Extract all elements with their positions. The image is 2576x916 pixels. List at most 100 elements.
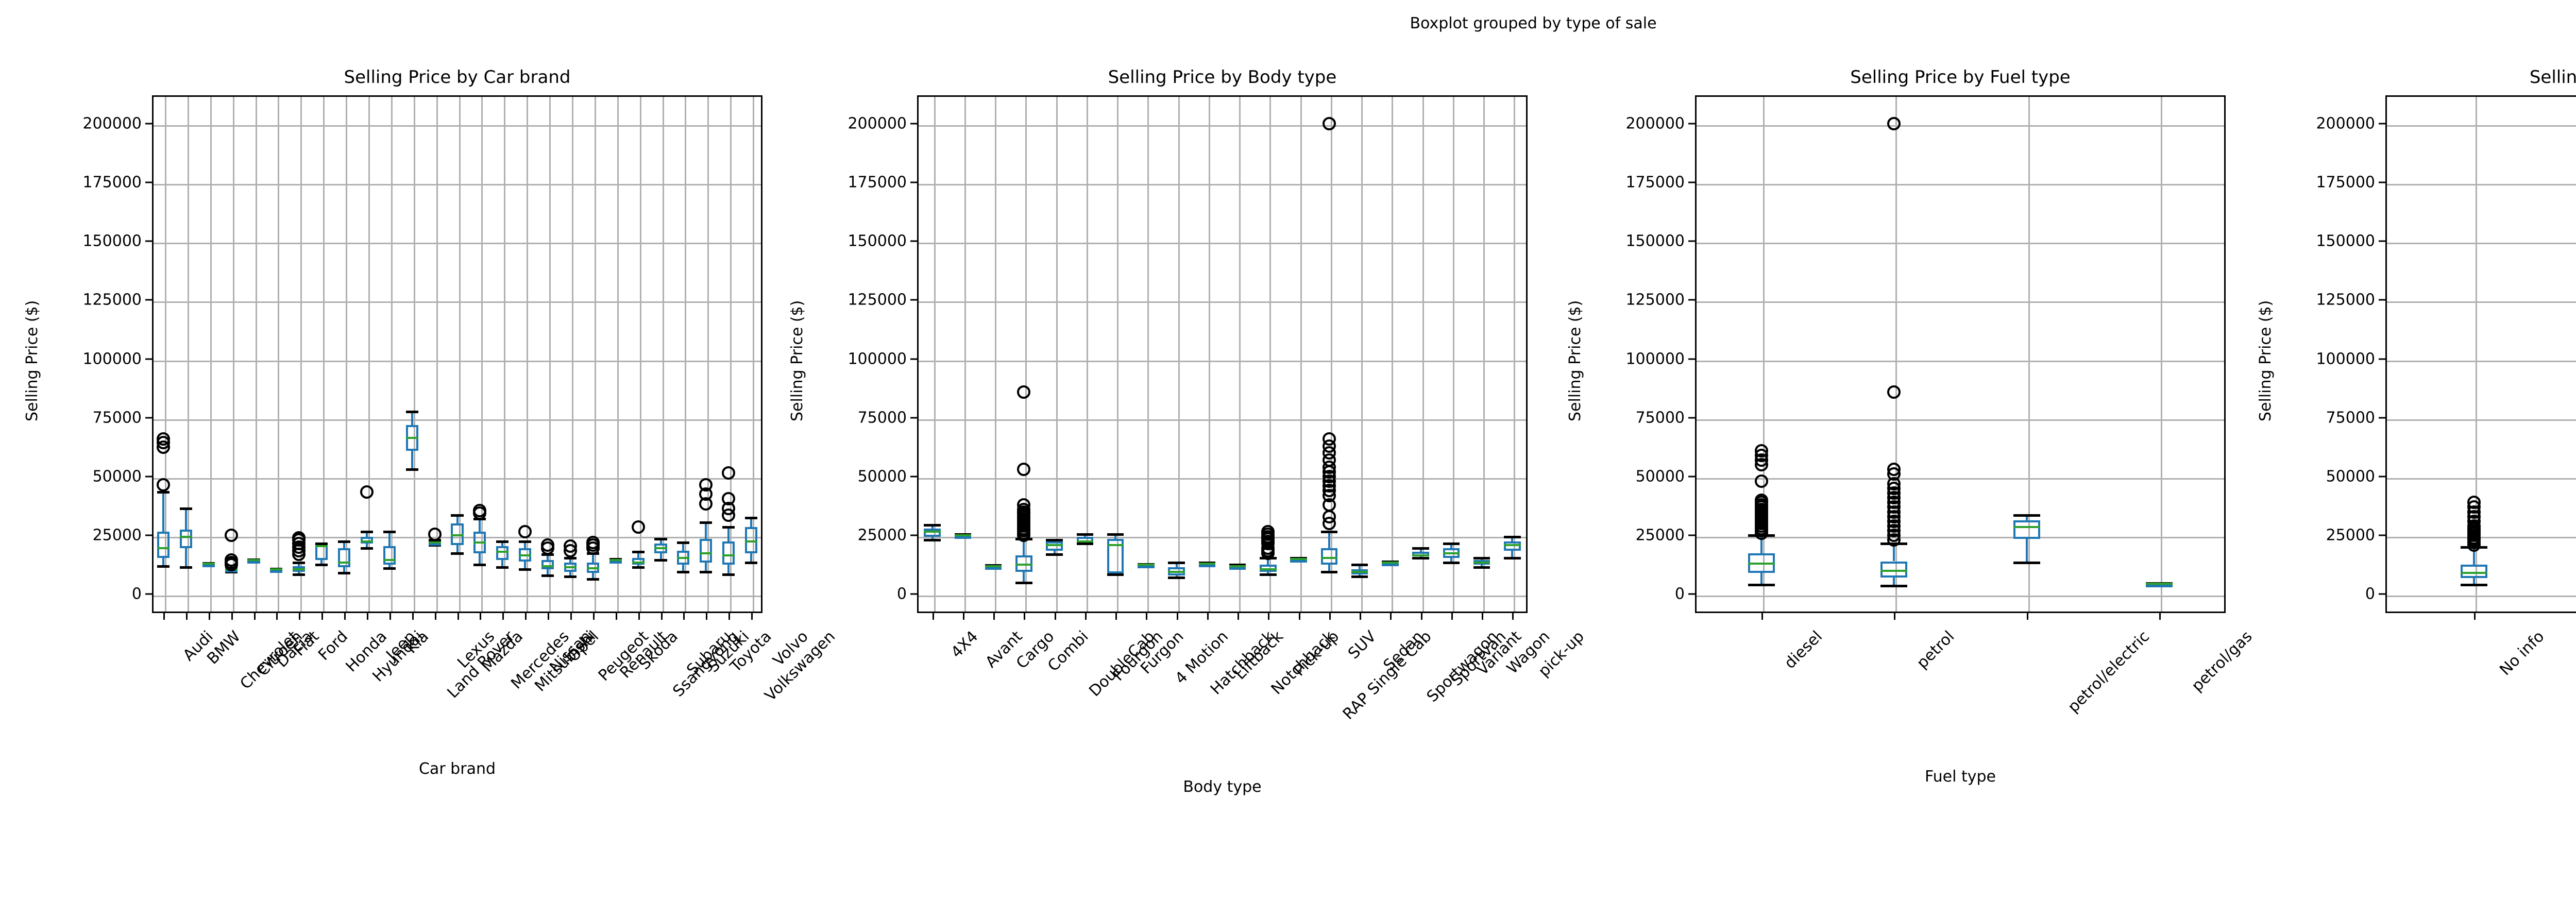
whisker-upper (637, 552, 639, 558)
median-line (157, 547, 170, 550)
whisker-upper (365, 532, 368, 537)
y-tick-mark (1688, 476, 1695, 478)
y-tick-mark (910, 123, 917, 125)
box-iqr (1504, 541, 1521, 551)
x-tick-mark (208, 613, 210, 620)
whisker-lower (705, 562, 707, 572)
cap-upper (677, 541, 690, 544)
gridline-vertical (549, 97, 551, 612)
outlier-marker (1017, 498, 1031, 512)
x-tick-mark (502, 613, 504, 620)
cap-lower (1880, 585, 1908, 588)
whisker-upper (591, 553, 594, 563)
y-tick-mark (2379, 358, 2385, 360)
outlier-marker (292, 531, 306, 545)
cap-lower (2013, 561, 2040, 564)
y-tick-mark (145, 240, 152, 242)
gridline-vertical (1895, 97, 1897, 612)
gridline-vertical (459, 97, 461, 612)
y-tick-mark (1688, 417, 1695, 419)
y-tick-mark (910, 593, 917, 595)
x-tick-mark (1054, 613, 1056, 620)
plot-area (1695, 95, 2226, 613)
median-line (632, 561, 645, 564)
outlier-marker (156, 478, 170, 492)
box-iqr (337, 548, 351, 567)
y-tick-label: 50000 (857, 467, 907, 486)
gridline-vertical (639, 97, 641, 612)
x-axis-label: Car brand (418, 760, 496, 778)
gridline-vertical (707, 97, 709, 612)
outlier-marker (1322, 432, 1336, 446)
whisker-lower (682, 565, 685, 572)
outlier-marker (224, 553, 238, 567)
gridline-vertical (481, 97, 483, 612)
y-tick-label: 175000 (1625, 173, 1685, 192)
gridline-horizontal (2387, 125, 2576, 127)
y-tick-mark (1688, 240, 1695, 242)
whisker-lower (2472, 578, 2475, 585)
median-line (1290, 557, 1307, 560)
y-tick-mark (910, 181, 917, 183)
whisker-lower (1053, 550, 1056, 554)
gridline-horizontal (1697, 537, 2224, 539)
gridline-vertical (617, 97, 619, 612)
cap-lower (451, 552, 464, 555)
whisker-lower (184, 548, 187, 567)
gridline-horizontal (2387, 419, 2576, 421)
cap-upper (1412, 547, 1429, 550)
cap-lower (586, 578, 599, 581)
median-line (1412, 554, 1429, 557)
outlier-marker (1887, 463, 1901, 477)
cap-upper (564, 556, 577, 559)
gridline-vertical (278, 97, 280, 612)
cap-upper (337, 540, 351, 543)
outlier-marker (224, 529, 238, 542)
gridline-horizontal (154, 360, 761, 362)
median-line (1880, 569, 1908, 572)
x-tick-mark (1115, 613, 1117, 620)
outlier-marker (1754, 493, 1768, 507)
x-tick-mark (231, 613, 233, 620)
y-tick-mark (2379, 534, 2385, 536)
median-line (1320, 556, 1338, 559)
outlier-marker (631, 520, 645, 534)
x-tick-mark (993, 613, 995, 620)
outlier-marker (1322, 116, 1336, 130)
whisker-upper (456, 515, 459, 524)
cap-upper (157, 490, 170, 494)
y-tick-mark (2379, 593, 2385, 595)
y-tick-label: 25000 (1635, 526, 1685, 545)
cap-upper (293, 561, 306, 564)
y-tick-mark (145, 534, 152, 536)
outlier-marker (156, 432, 170, 446)
gridline-vertical (571, 97, 573, 612)
gridline-vertical (995, 97, 997, 612)
gridline-vertical (1452, 97, 1454, 612)
x-tick-mark (1894, 613, 1896, 620)
whisker-lower (479, 553, 481, 565)
x-tick-mark (638, 613, 640, 620)
x-tick-mark (434, 613, 436, 620)
y-tick-mark (910, 358, 917, 360)
x-tick-mark (1298, 613, 1300, 620)
median-line (451, 534, 464, 537)
gridline-vertical (753, 97, 755, 612)
median-line (1229, 565, 1246, 567)
x-tick-mark (480, 613, 482, 620)
gridline-vertical (1208, 97, 1210, 612)
y-tick-mark (1688, 534, 1695, 536)
median-line (428, 541, 441, 544)
median-line (1260, 568, 1277, 571)
whisker-lower (2025, 539, 2028, 563)
gridline-horizontal (1697, 596, 2224, 598)
gridline-vertical (685, 97, 687, 612)
gridline-vertical (730, 97, 732, 612)
outlier-marker (541, 538, 555, 552)
cap-upper (383, 531, 396, 534)
gridline-horizontal (919, 478, 1526, 480)
cap-upper (1504, 535, 1521, 538)
whisker-lower (1893, 578, 1895, 586)
y-tick-label: 100000 (1625, 350, 1685, 368)
x-tick-mark (1238, 613, 1240, 620)
